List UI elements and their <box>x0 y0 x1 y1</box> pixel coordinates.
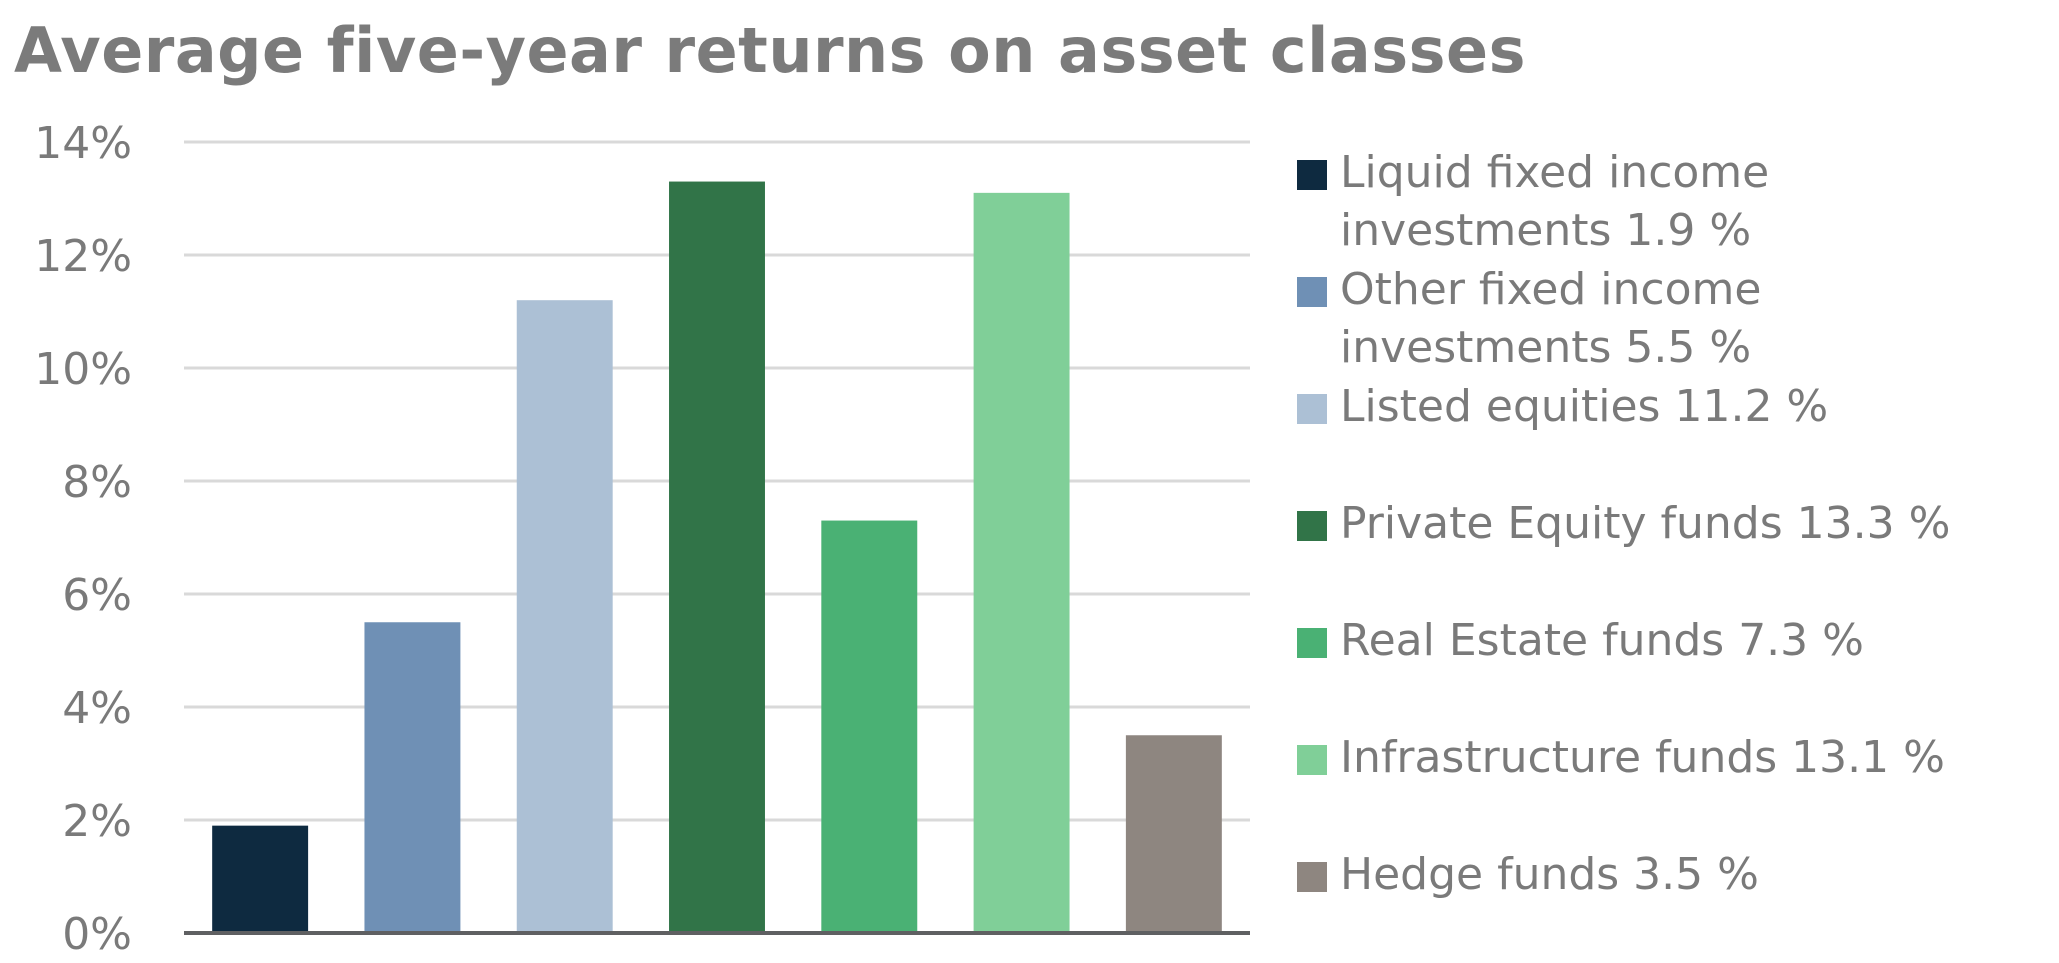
legend-swatch <box>1297 745 1327 775</box>
y-tick-label: 4% <box>62 683 132 734</box>
legend-swatch <box>1297 277 1327 307</box>
bar-listed-equities <box>516 300 613 933</box>
y-tick-label: 0% <box>62 909 132 951</box>
legend-label: Infrastructure funds 13.1 % <box>1340 732 1945 783</box>
y-tick-label: 6% <box>62 570 132 621</box>
y-tick-label: 12% <box>34 231 132 282</box>
bar-chart: 0% 2% 4% 6% 8% 10% 12% 14% <box>34 118 1250 951</box>
bar-private-equity-funds <box>669 181 765 934</box>
legend-swatch <box>1297 862 1327 892</box>
legend-swatch <box>1297 394 1327 424</box>
legend: Liquid fixed income investments 1.9 % Ot… <box>1297 144 2037 963</box>
chart-title: Average five-year returns on asset class… <box>14 14 1526 87</box>
bar-other-fixed-income-investments <box>364 622 461 933</box>
bar-infrastructure-funds <box>973 192 1070 934</box>
y-tick-label: 10% <box>34 344 132 395</box>
bar-hedge-funds <box>1125 735 1222 933</box>
y-tick-label: 8% <box>62 457 132 508</box>
legend-item-private-equity: Private Equity funds 13.3 % <box>1297 495 2037 612</box>
legend-label: Other fixed income investments 5.5 % <box>1340 264 1762 373</box>
legend-swatch <box>1297 628 1327 658</box>
legend-item-infrastructure: Infrastructure funds 13.1 % <box>1297 729 2037 846</box>
legend-item-hedge-funds: Hedge funds 3.5 % <box>1297 846 2037 963</box>
bar-liquid-fixed-income-investments <box>212 825 309 933</box>
legend-label: Listed equities 11.2 % <box>1340 381 1829 432</box>
legend-label: Private Equity funds 13.3 % <box>1340 498 1951 549</box>
bar-real-estate-funds <box>821 520 918 933</box>
legend-item-listed-equities: Listed equities 11.2 % <box>1297 378 2037 495</box>
legend-swatch <box>1297 511 1327 541</box>
legend-item-liquid-fixed-income: Liquid fixed income investments 1.9 % <box>1297 144 2037 261</box>
y-tick-label: 2% <box>62 796 132 847</box>
legend-label: Liquid fixed income investments 1.9 % <box>1340 147 1770 256</box>
legend-label: Hedge funds 3.5 % <box>1340 849 1759 900</box>
y-tick-label: 14% <box>34 118 132 169</box>
legend-item-real-estate: Real Estate funds 7.3 % <box>1297 612 2037 729</box>
legend-swatch <box>1297 160 1327 190</box>
legend-label: Real Estate funds 7.3 % <box>1340 615 1864 666</box>
legend-item-other-fixed-income: Other fixed income investments 5.5 % <box>1297 261 2037 378</box>
